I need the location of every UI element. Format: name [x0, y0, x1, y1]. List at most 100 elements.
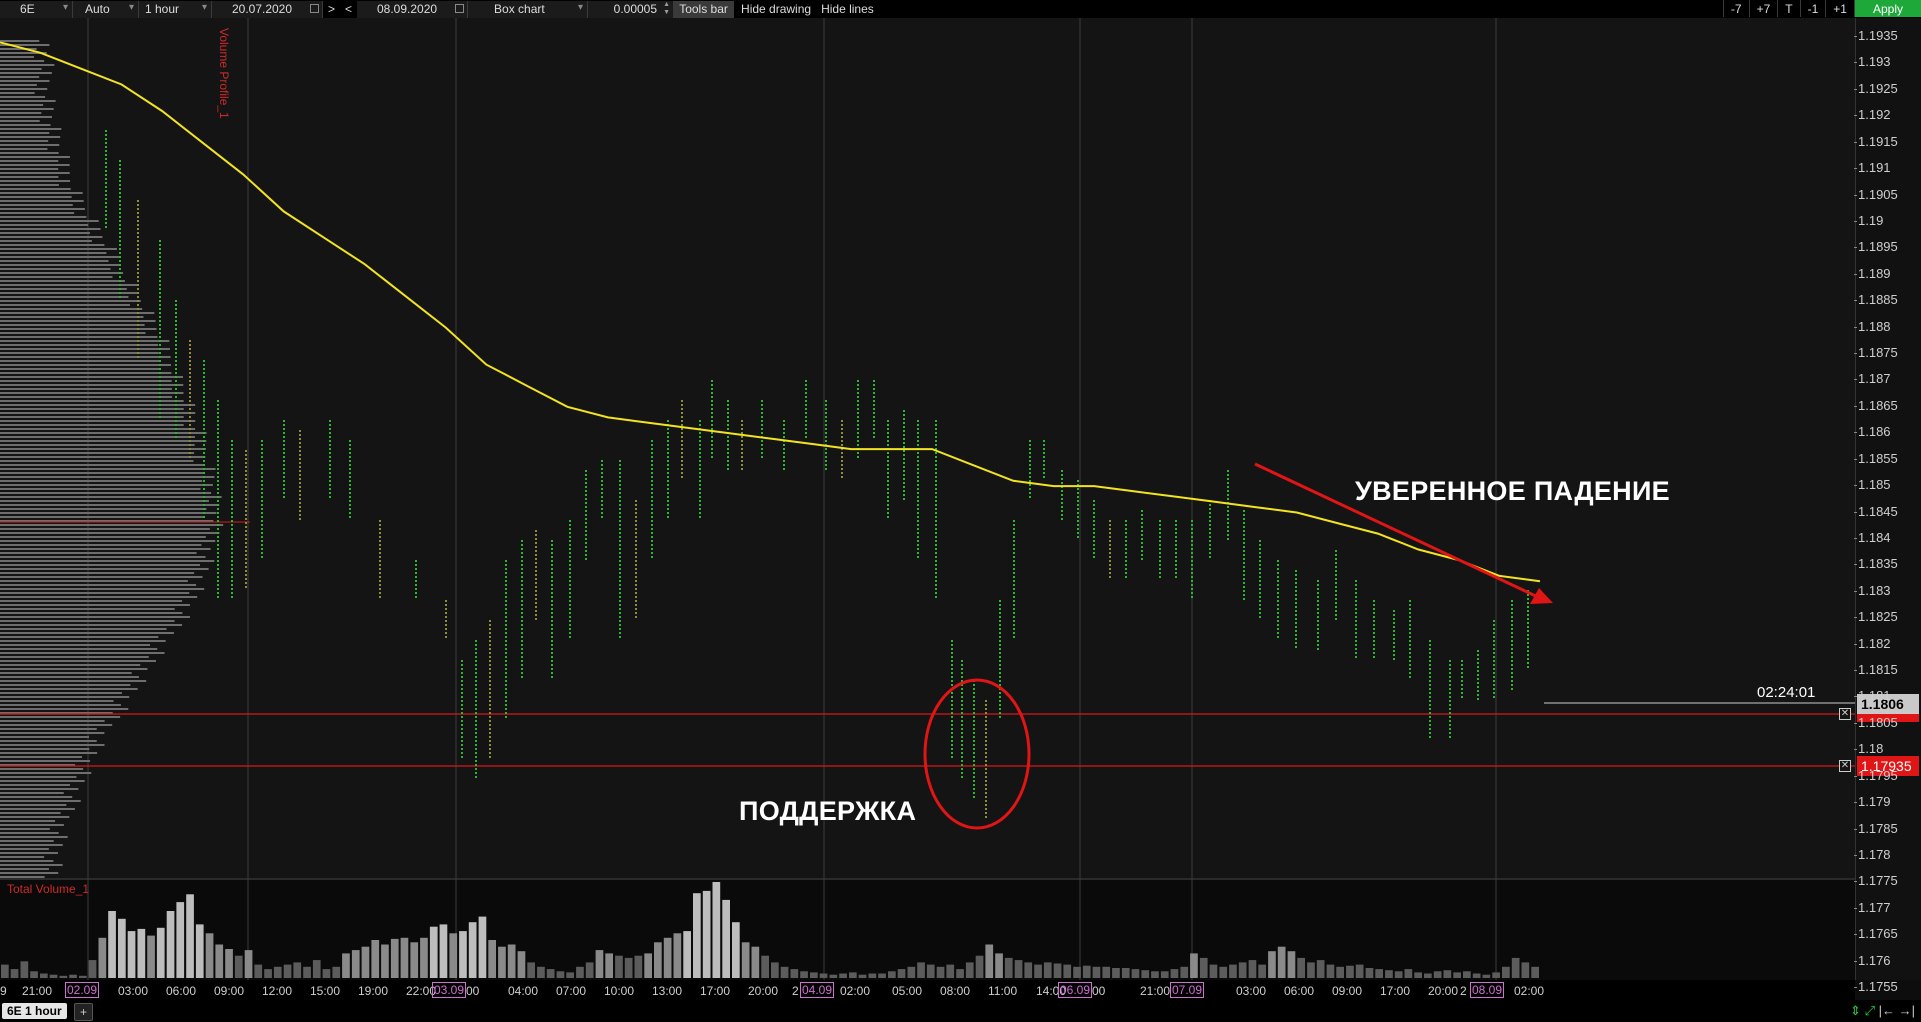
time-tick-label: 03:00 [118, 984, 149, 998]
volume-bar [780, 966, 789, 978]
volume-bar [1092, 966, 1101, 978]
volume-profile-bar [0, 372, 172, 374]
volume-bar [88, 960, 97, 978]
close-level-icon[interactable]: ✕ [1839, 708, 1851, 720]
volume-profile-bar [0, 488, 201, 490]
volume-profile-bar [0, 196, 72, 198]
volume-profile-bar [0, 560, 215, 562]
volume-profile-bar [0, 512, 217, 514]
volume-bar [819, 973, 828, 978]
volume-profile-bar [0, 600, 183, 602]
price-tick-label: 1.1855 [1854, 450, 1898, 466]
time-tick-label: 00 [1092, 984, 1106, 998]
volume-profile-bar [0, 256, 119, 258]
minus7-button[interactable]: -7 [1722, 0, 1749, 17]
level-marker [1857, 714, 1919, 722]
volume-profile-bar [0, 344, 159, 346]
time-tick-label: 2 [1460, 984, 1467, 998]
volume-profile-bar [0, 440, 207, 442]
volume-profile-bar [0, 100, 56, 102]
resize-vertical-icon[interactable]: ⇕ [1850, 1003, 1861, 1018]
time-tick-label: 06:00 [166, 984, 197, 998]
close-level-icon[interactable]: ✕ [1839, 760, 1851, 772]
nav-prev-button[interactable]: < [345, 2, 353, 16]
time-tick-label: 02:00 [840, 984, 871, 998]
volume-profile-bar [0, 804, 67, 806]
volume-profile-bar [0, 608, 175, 610]
mode-select[interactable]: Auto [73, 0, 139, 18]
volume-profile-bar [0, 376, 184, 378]
price-tick-label: 1.177 [1854, 899, 1891, 915]
support-ellipse[interactable] [923, 678, 1031, 830]
volume-profile-bar [0, 792, 64, 794]
price-tick-label: 1.1825 [1854, 609, 1898, 625]
minus1-button[interactable]: -1 [1799, 0, 1826, 17]
volume-profile-bar [0, 432, 207, 434]
fit-screen-icon[interactable]: ⤢ [1864, 1003, 1875, 1018]
date-from-field[interactable]: 20.07.2020 [212, 0, 323, 18]
volume-bar [127, 931, 136, 978]
calendar-icon[interactable] [310, 3, 319, 13]
volume-bar [1511, 957, 1520, 978]
time-tick-label: 00 [466, 984, 480, 998]
apply-button[interactable]: Apply [1853, 0, 1921, 17]
plus7-button[interactable]: +7 [1748, 0, 1778, 17]
time-tick-label: 19:00 [358, 984, 389, 998]
plus1-button[interactable]: +1 [1825, 0, 1854, 17]
price-tick-label: 1.189 [1854, 265, 1891, 281]
chart-type-select[interactable]: Box chart [468, 0, 589, 18]
timeframe-select[interactable]: 1 hour [139, 0, 212, 18]
calendar-icon[interactable] [455, 3, 465, 13]
hide-drawing-button[interactable]: Hide drawing [741, 2, 812, 16]
hide-lines-button[interactable]: Hide lines [821, 2, 874, 16]
volume-bar [312, 960, 321, 978]
volume-profile-bar [0, 360, 160, 362]
time-tick-label: 9 [0, 984, 7, 998]
trend-arrow-line[interactable] [1254, 462, 1541, 600]
volume-bar [254, 964, 263, 978]
chart-tab[interactable]: 6E 1 hour [2, 1003, 67, 1019]
falling-annotation[interactable]: УВЕРЕННОЕ ПАДЕНИЕ [1355, 476, 1670, 506]
price-axis[interactable] [1855, 18, 1921, 980]
volume-profile-bar [0, 752, 98, 754]
volume-bar [381, 944, 389, 978]
tools-bar-button[interactable]: Tools bar [674, 0, 735, 18]
support-annotation[interactable]: ПОДДЕРЖКА [739, 796, 917, 826]
symbol-select[interactable]: 6E [0, 0, 73, 18]
panel-divider[interactable] [0, 878, 1921, 880]
volume-profile-bar [0, 868, 49, 870]
volume-profile-bar [0, 472, 204, 474]
volume-profile-bar [0, 460, 194, 462]
volume-bar [449, 933, 458, 978]
volume-profile-bar [0, 364, 171, 366]
volume-bar [79, 975, 87, 978]
moving-average-line[interactable] [0, 41, 1541, 583]
volume-bar [1336, 966, 1344, 978]
add-tab-button[interactable]: + [74, 1003, 94, 1021]
spinner-arrows-icon[interactable]: ▲ ▼ [663, 0, 671, 16]
volume-profile-bar [0, 524, 224, 526]
scroll-start-icon[interactable]: |← [1878, 1003, 1895, 1018]
time-axis[interactable] [0, 980, 1855, 1000]
volume-bar [488, 940, 496, 978]
volume-bar [1082, 965, 1091, 978]
volume-bar [10, 969, 19, 978]
volume-bar [1375, 969, 1383, 978]
volume-profile-bar [0, 592, 190, 594]
volume-bar [1180, 966, 1189, 978]
scroll-end-icon[interactable]: →| [1898, 1003, 1915, 1018]
tick-size-field[interactable]: 0.00005 ▲ ▼ [588, 0, 675, 18]
t-button[interactable]: T [1777, 0, 1800, 17]
volume-bar [1463, 971, 1471, 978]
volume-panel[interactable] [0, 880, 1855, 980]
time-tick-label: 15:00 [310, 984, 341, 998]
price-tick-label: 1.1765 [1854, 926, 1898, 942]
volume-profile-bar [0, 696, 130, 698]
volume-bar [293, 962, 302, 978]
volume-bar [761, 955, 769, 978]
date-to-field[interactable]: 08.09.2020 [357, 0, 469, 18]
volume-profile-bar [0, 408, 184, 410]
volume-bar [615, 955, 623, 978]
nav-next-button[interactable]: > [328, 2, 336, 16]
volume-profile-bar [0, 572, 195, 574]
